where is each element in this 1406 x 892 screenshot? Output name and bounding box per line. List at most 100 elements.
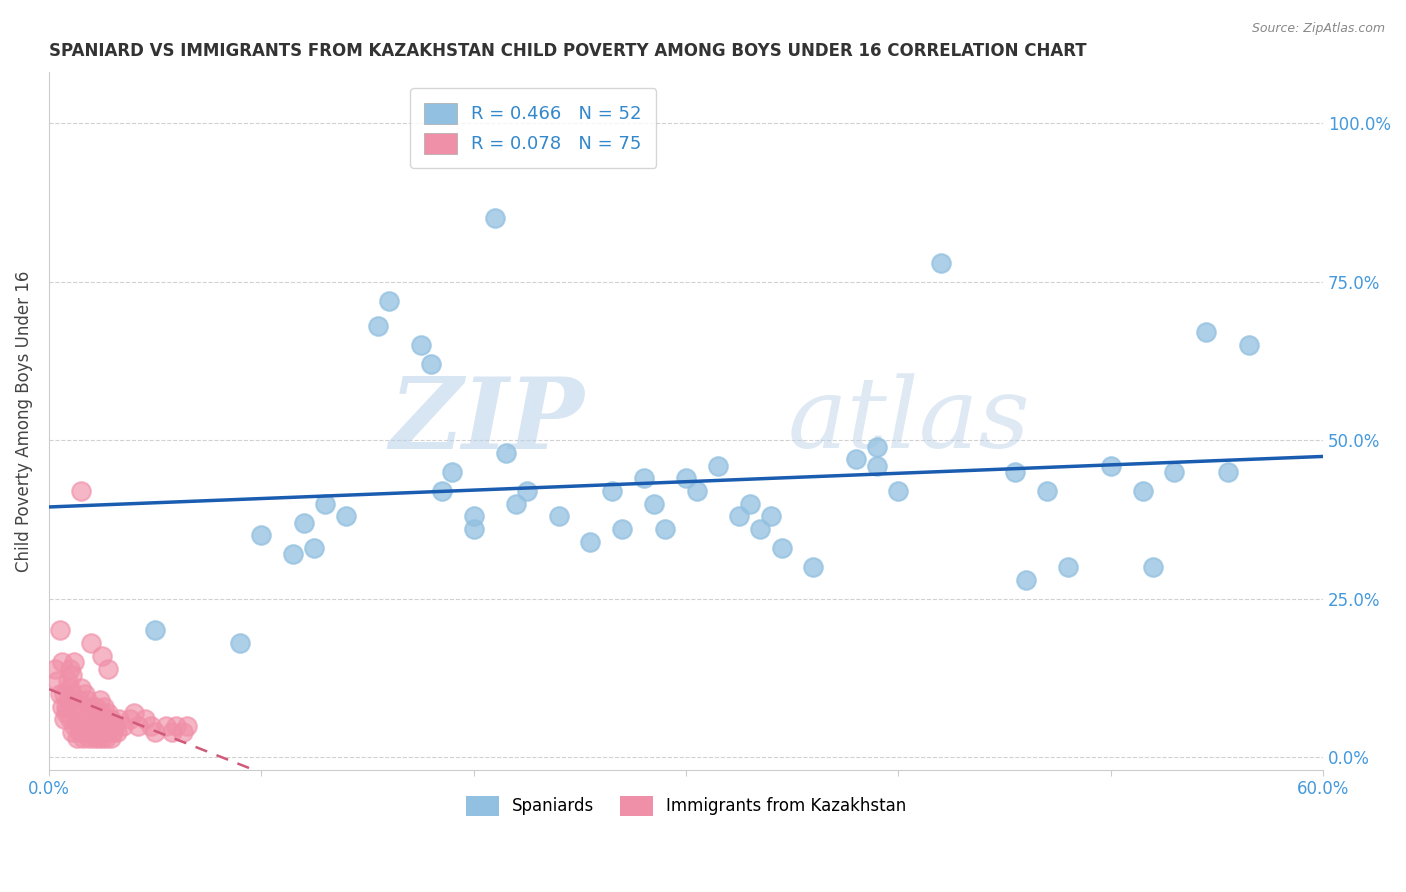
Point xyxy=(139,718,162,732)
Point xyxy=(75,687,97,701)
Point xyxy=(69,681,91,695)
Point xyxy=(52,712,75,726)
Point xyxy=(143,725,166,739)
Point xyxy=(118,712,141,726)
Point xyxy=(108,712,131,726)
Point xyxy=(52,687,75,701)
Point xyxy=(79,706,101,720)
Point xyxy=(1099,458,1122,473)
Point xyxy=(155,718,177,732)
Point xyxy=(335,509,357,524)
Point xyxy=(96,731,118,746)
Point xyxy=(56,674,79,689)
Point xyxy=(430,483,453,498)
Point xyxy=(579,534,602,549)
Point xyxy=(505,497,527,511)
Point xyxy=(1163,465,1185,479)
Point xyxy=(484,211,506,226)
Point xyxy=(48,687,70,701)
Point xyxy=(1036,483,1059,498)
Point xyxy=(93,725,115,739)
Point xyxy=(46,674,69,689)
Point xyxy=(55,699,77,714)
Text: SPANIARD VS IMMIGRANTS FROM KAZAKHSTAN CHILD POVERTY AMONG BOYS UNDER 16 CORRELA: SPANIARD VS IMMIGRANTS FROM KAZAKHSTAN C… xyxy=(49,42,1087,60)
Point xyxy=(72,731,94,746)
Point xyxy=(60,687,83,701)
Point xyxy=(887,483,910,498)
Point xyxy=(463,509,485,524)
Point xyxy=(759,509,782,524)
Point xyxy=(547,509,569,524)
Point xyxy=(314,497,336,511)
Point xyxy=(100,712,122,726)
Point xyxy=(63,718,86,732)
Point xyxy=(738,497,761,511)
Text: Source: ZipAtlas.com: Source: ZipAtlas.com xyxy=(1251,22,1385,36)
Point xyxy=(463,522,485,536)
Point xyxy=(250,528,273,542)
Point xyxy=(1216,465,1239,479)
Point xyxy=(72,699,94,714)
Point xyxy=(97,661,120,675)
Point xyxy=(105,725,128,739)
Point xyxy=(1142,560,1164,574)
Point xyxy=(83,731,105,746)
Point xyxy=(728,509,751,524)
Point xyxy=(89,725,111,739)
Point xyxy=(89,693,111,707)
Point xyxy=(707,458,730,473)
Point xyxy=(686,483,709,498)
Point xyxy=(866,440,889,454)
Point xyxy=(283,548,305,562)
Point xyxy=(59,712,82,726)
Point xyxy=(1057,560,1080,574)
Point xyxy=(91,648,114,663)
Point xyxy=(44,661,66,675)
Point xyxy=(97,725,120,739)
Point xyxy=(654,522,676,536)
Point xyxy=(87,712,110,726)
Point xyxy=(612,522,634,536)
Point xyxy=(1195,326,1218,340)
Text: ZIP: ZIP xyxy=(389,373,583,469)
Point xyxy=(160,725,183,739)
Point xyxy=(59,661,82,675)
Point xyxy=(75,725,97,739)
Point xyxy=(51,699,73,714)
Point xyxy=(845,452,868,467)
Point xyxy=(675,471,697,485)
Point xyxy=(65,731,87,746)
Point xyxy=(176,718,198,732)
Point xyxy=(134,712,156,726)
Point xyxy=(1004,465,1026,479)
Point xyxy=(770,541,793,555)
Point xyxy=(803,560,825,574)
Point xyxy=(643,497,665,511)
Point xyxy=(80,636,103,650)
Point xyxy=(229,636,252,650)
Point xyxy=(67,693,90,707)
Point xyxy=(80,725,103,739)
Point xyxy=(69,483,91,498)
Point xyxy=(60,725,83,739)
Point xyxy=(63,655,86,669)
Point xyxy=(377,293,399,308)
Point xyxy=(929,255,952,269)
Point xyxy=(59,681,82,695)
Point xyxy=(409,338,432,352)
Point xyxy=(112,718,135,732)
Point xyxy=(420,357,443,371)
Point xyxy=(63,699,86,714)
Point xyxy=(122,706,145,720)
Point xyxy=(56,693,79,707)
Point xyxy=(65,706,87,720)
Point xyxy=(91,706,114,720)
Point xyxy=(69,718,91,732)
Point xyxy=(172,725,194,739)
Point xyxy=(165,718,187,732)
Point xyxy=(292,516,315,530)
Point xyxy=(80,699,103,714)
Point xyxy=(93,699,115,714)
Point xyxy=(104,718,127,732)
Y-axis label: Child Poverty Among Boys Under 16: Child Poverty Among Boys Under 16 xyxy=(15,270,32,572)
